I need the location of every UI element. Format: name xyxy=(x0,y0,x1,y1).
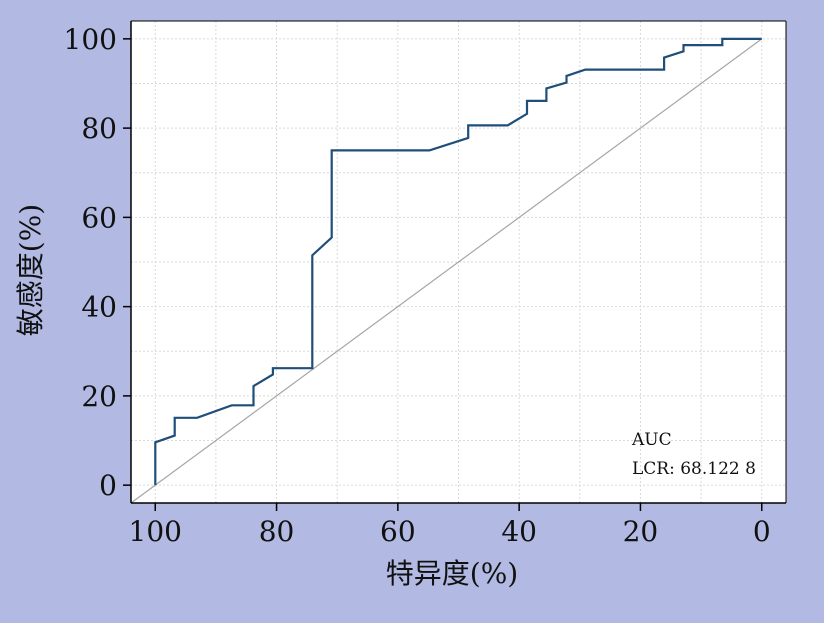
x-tick-label: 100 xyxy=(129,515,182,548)
y-tick-label: 60 xyxy=(81,201,117,234)
roc-curve xyxy=(154,37,762,486)
x-tick-label: 0 xyxy=(753,515,771,548)
x-axis-title: 特异度(%) xyxy=(386,557,518,590)
x-tick-label: 40 xyxy=(501,515,537,548)
roc-curve-line xyxy=(154,37,762,486)
y-tick-label: 20 xyxy=(81,380,117,413)
x-axis-ticks: 100 80 60 40 20 0 xyxy=(129,503,771,548)
x-tick-label: 80 xyxy=(259,515,295,548)
y-tick-label: 0 xyxy=(99,469,117,502)
x-tick-label: 60 xyxy=(380,515,416,548)
axes xyxy=(130,20,787,504)
diagonal-line xyxy=(130,38,763,504)
auc-annotation-title: AUC xyxy=(631,430,672,450)
auc-annotation-value: LCR: 68.122 8 xyxy=(632,459,756,479)
y-axis-title: 敏感度(%) xyxy=(14,204,47,336)
y-tick-label: 100 xyxy=(64,23,117,56)
y-axis-ticks: 0 20 40 60 80 100 xyxy=(64,23,131,502)
x-tick-label: 20 xyxy=(623,515,659,548)
reference-diagonal xyxy=(130,38,763,504)
y-tick-label: 40 xyxy=(81,291,117,324)
y-tick-label: 80 xyxy=(81,112,117,145)
